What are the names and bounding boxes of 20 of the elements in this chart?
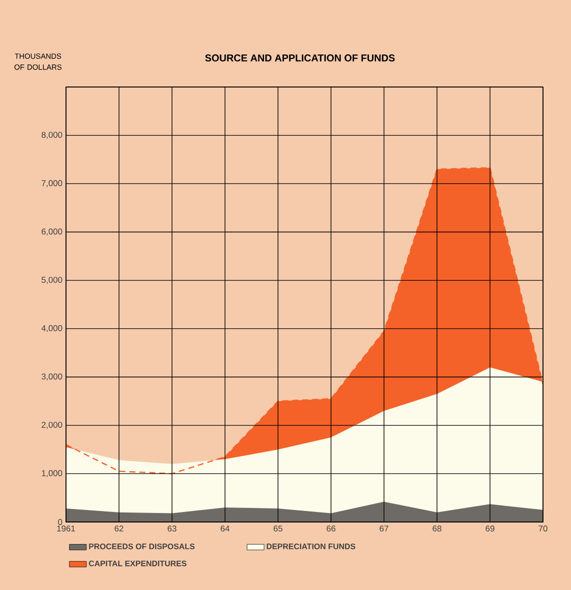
y-tick-label: 8,000 [42,132,62,139]
y-tick-label: 5,000 [42,276,62,284]
x-tick-label: 70 [538,526,548,532]
y-tick-label: 0 [58,519,62,525]
y-tick-label: 6,000 [42,228,62,236]
x-tick-label: 64 [220,526,230,532]
x-tick-label: 63 [168,526,176,532]
y-tick-label: 3,000 [42,374,62,380]
x-tick-label: 68 [432,526,442,532]
y-tick-label: 7,000 [42,180,62,188]
x-tick-label: 1961 [57,526,76,532]
chart-title: SOURCE AND APPLICATION OF FUNDS [205,54,395,62]
x-tick-label: 65 [274,526,282,532]
x-tick-label: 66 [326,526,336,532]
x-tick-label: 69 [486,526,494,532]
y-tick-label: 1,000 [42,470,62,478]
y-tick-label: 2,000 [42,422,62,429]
x-tick-label: 67 [380,526,388,532]
x-tick-label: 62 [114,526,124,532]
y-tick-label: 4,000 [41,325,62,332]
